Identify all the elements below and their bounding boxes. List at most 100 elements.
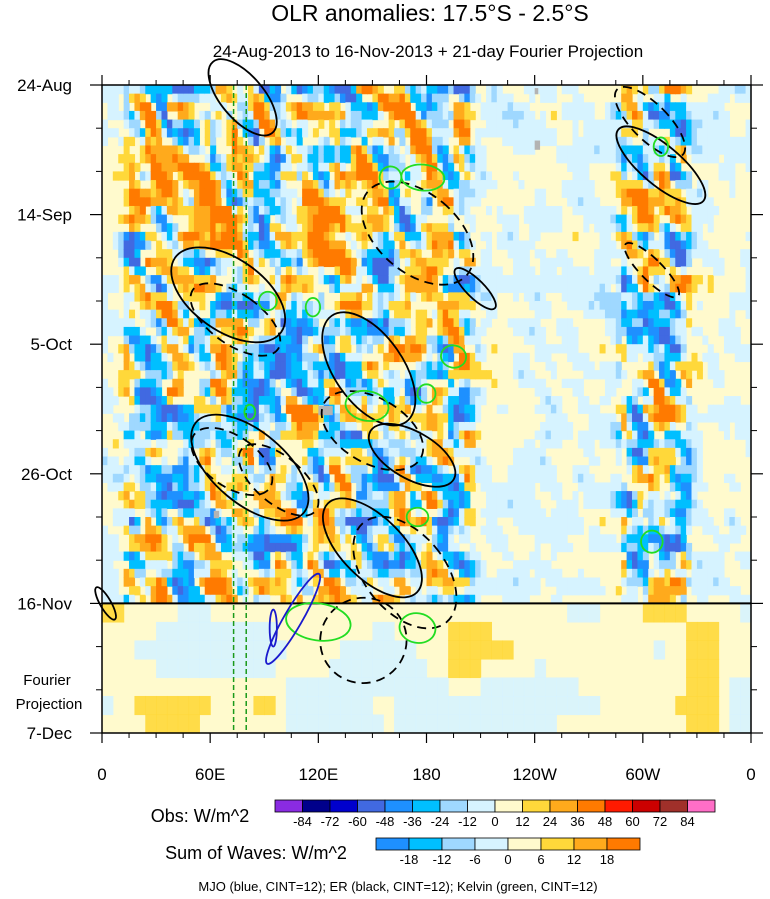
field-cell (345, 214, 352, 224)
field-cell (588, 534, 595, 544)
field-cell (523, 205, 530, 216)
field-cell (437, 128, 444, 138)
field-cell (577, 292, 584, 302)
field-cell (166, 154, 173, 164)
field-cell (594, 128, 601, 138)
field-cell (215, 517, 222, 527)
field-cell (129, 534, 136, 544)
field-cell (248, 370, 255, 380)
field-cell (664, 387, 671, 397)
field-cell (653, 534, 660, 544)
field-cell (404, 404, 411, 414)
field-cell (264, 370, 271, 380)
field-cell (161, 119, 168, 129)
field-cell (361, 568, 368, 579)
field-cell (410, 180, 417, 190)
field-cell (367, 275, 374, 285)
field-cell (339, 551, 346, 561)
field-cell (567, 188, 574, 198)
field-cell (253, 205, 260, 216)
field-cell (475, 352, 482, 363)
field-cell (253, 447, 260, 458)
field-cell (431, 586, 438, 596)
field-cell (404, 188, 411, 198)
field-cell (556, 421, 563, 432)
field-cell (404, 119, 411, 129)
field-cell (166, 370, 173, 380)
field-cell (475, 456, 482, 466)
field-cell (280, 326, 287, 337)
field-cell (642, 102, 649, 112)
field-cell (269, 205, 276, 216)
field-cell (161, 413, 168, 423)
field-cell (599, 136, 606, 147)
field-cell (577, 568, 584, 579)
field-cell (177, 370, 184, 380)
field-cell (567, 508, 574, 518)
field-cell (193, 534, 200, 544)
field-cell (502, 586, 509, 596)
field-cell (291, 283, 298, 293)
field-cell (448, 508, 455, 518)
field-cell (199, 266, 206, 276)
field-cell (604, 421, 611, 432)
field-cell (588, 499, 595, 509)
field-cell (296, 197, 303, 207)
field-cell (372, 335, 379, 345)
field-cell (264, 525, 271, 535)
field-cell (431, 240, 438, 250)
field-cell (464, 447, 471, 458)
field-cell (383, 421, 390, 432)
field-cell (145, 275, 152, 285)
field-cell (686, 249, 693, 259)
field-cell (588, 482, 595, 492)
field-cell (664, 292, 671, 302)
field-cell (696, 240, 703, 250)
field-cell (356, 430, 363, 440)
field-cell (604, 439, 611, 449)
field-cell (550, 214, 557, 224)
field-cell (615, 542, 622, 553)
field-cell (534, 283, 541, 293)
field-cell (431, 491, 438, 501)
field-cell (361, 214, 368, 224)
field-cell (577, 205, 584, 216)
field-cell (285, 85, 292, 95)
field-cell (534, 534, 541, 544)
field-cell (188, 283, 195, 293)
field-cell (464, 318, 471, 328)
field-cell (388, 413, 395, 423)
field-cell (556, 413, 563, 423)
field-cell (183, 128, 190, 138)
field-cell (329, 335, 336, 345)
field-cell (123, 318, 130, 328)
field-cell (377, 128, 384, 138)
field-cell (464, 119, 471, 129)
field-cell (475, 465, 482, 475)
field-cell (621, 421, 628, 432)
field-cell (669, 110, 676, 121)
field-cell (291, 223, 298, 233)
field-cell (686, 180, 693, 190)
field-cell (529, 551, 536, 561)
field-cell (183, 361, 190, 371)
field-cell (637, 439, 644, 449)
field-cell (226, 223, 233, 233)
field-cell (134, 551, 141, 561)
field-cell (269, 162, 276, 172)
field-cell (561, 145, 568, 155)
field-cell (561, 249, 568, 259)
field-cell (502, 93, 509, 103)
field-cell (518, 560, 525, 570)
field-cell (177, 378, 184, 388)
field-cell (540, 266, 547, 276)
field-cell (583, 404, 590, 414)
field-cell (421, 231, 428, 242)
field-cell (426, 361, 433, 371)
field-cell (134, 430, 141, 440)
field-cell (118, 482, 125, 492)
field-cell (669, 188, 676, 198)
field-cell (621, 188, 628, 198)
field-cell (615, 180, 622, 190)
field-cell (193, 223, 200, 233)
